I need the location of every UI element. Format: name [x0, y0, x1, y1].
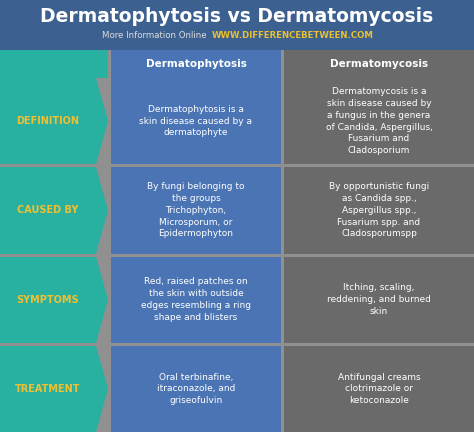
- Text: Dermatomycosis is a
skin disease caused by
a fungus in the genera
of Candida, As: Dermatomycosis is a skin disease caused …: [326, 87, 432, 155]
- FancyBboxPatch shape: [0, 50, 108, 78]
- Text: By fungi belonging to
the groups
Trichophyton,
Microsporum, or
Epidermophyton: By fungi belonging to the groups Trichop…: [147, 182, 245, 238]
- Text: Red, raised patches on
the skin with outside
edges resembling a ring
shape and b: Red, raised patches on the skin with out…: [141, 277, 251, 322]
- Text: More Information Online: More Information Online: [102, 32, 207, 41]
- Text: Oral terbinafine,
itraconazole, and
griseofulvin: Oral terbinafine, itraconazole, and gris…: [157, 372, 235, 405]
- FancyBboxPatch shape: [0, 78, 474, 164]
- Text: By opportunistic fungi
as Candida spp.,
Aspergillus spp.,
Fusarium spp. and
Clad: By opportunistic fungi as Candida spp., …: [329, 182, 429, 238]
- Text: WWW.DIFFERENCEBETWEEN.COM: WWW.DIFFERENCEBETWEEN.COM: [212, 32, 374, 41]
- FancyBboxPatch shape: [284, 346, 474, 432]
- Text: TREATMENT: TREATMENT: [15, 384, 81, 394]
- Text: DEFINITION: DEFINITION: [17, 116, 80, 126]
- Text: Dermatophytosis vs Dermatomycosis: Dermatophytosis vs Dermatomycosis: [40, 6, 434, 25]
- FancyBboxPatch shape: [0, 257, 96, 343]
- FancyBboxPatch shape: [0, 167, 96, 254]
- Text: Itching, scaling,
reddening, and burned
skin: Itching, scaling, reddening, and burned …: [327, 283, 431, 316]
- Text: Antifungal creams
clotrimazole or
ketoconazole: Antifungal creams clotrimazole or ketoco…: [337, 372, 420, 405]
- Text: CAUSED BY: CAUSED BY: [18, 205, 79, 216]
- FancyBboxPatch shape: [111, 167, 281, 254]
- FancyBboxPatch shape: [0, 167, 474, 254]
- Text: Dermatomycosis: Dermatomycosis: [330, 59, 428, 69]
- FancyBboxPatch shape: [111, 257, 281, 343]
- Text: Dermatophytosis is a
skin disease caused by a
dermatophyte: Dermatophytosis is a skin disease caused…: [139, 105, 253, 137]
- FancyBboxPatch shape: [284, 167, 474, 254]
- FancyBboxPatch shape: [0, 0, 474, 50]
- FancyBboxPatch shape: [111, 346, 281, 432]
- FancyBboxPatch shape: [284, 78, 474, 164]
- FancyBboxPatch shape: [0, 346, 96, 432]
- FancyBboxPatch shape: [0, 346, 474, 432]
- Text: SYMPTOMS: SYMPTOMS: [17, 295, 79, 305]
- Polygon shape: [96, 257, 108, 343]
- FancyBboxPatch shape: [284, 257, 474, 343]
- Text: Dermatophytosis: Dermatophytosis: [146, 59, 246, 69]
- FancyBboxPatch shape: [284, 50, 474, 78]
- FancyBboxPatch shape: [0, 78, 96, 164]
- FancyBboxPatch shape: [111, 78, 281, 164]
- FancyBboxPatch shape: [0, 257, 474, 343]
- FancyBboxPatch shape: [111, 50, 281, 78]
- Polygon shape: [96, 78, 108, 164]
- Polygon shape: [96, 167, 108, 254]
- Polygon shape: [96, 346, 108, 432]
